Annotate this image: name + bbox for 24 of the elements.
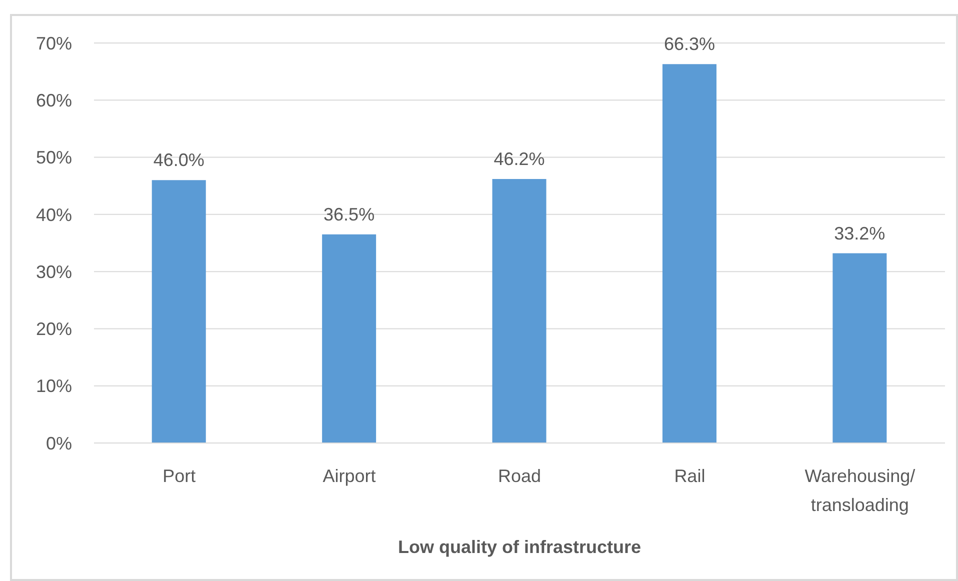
data-label: 66.3% xyxy=(664,34,715,54)
y-tick-label: 50% xyxy=(36,148,72,168)
x-tick-label: Road xyxy=(498,466,542,486)
x-tick-label: Rail xyxy=(674,466,706,486)
y-tick-label: 20% xyxy=(36,319,72,340)
x-tick-label: Airport xyxy=(322,466,376,486)
data-label: 46.2% xyxy=(494,149,545,169)
data-label: 46.0% xyxy=(153,150,204,170)
y-tick-label: 0% xyxy=(46,433,72,454)
y-tick-label: 60% xyxy=(36,90,72,111)
x-tick-label: Port xyxy=(162,466,196,486)
y-tick-label: 30% xyxy=(36,262,72,282)
bar xyxy=(152,180,206,443)
bar xyxy=(322,234,376,443)
bar xyxy=(492,179,546,443)
x-axis-title: Low quality of infrastructure xyxy=(398,537,642,557)
data-label: 36.5% xyxy=(324,204,375,224)
x-tick-label: Warehousing/transloading xyxy=(804,466,916,515)
bar xyxy=(662,64,716,443)
data-label: 33.2% xyxy=(834,223,886,244)
y-tick-label: 70% xyxy=(36,33,72,54)
y-tick-label: 40% xyxy=(36,204,72,225)
bar xyxy=(832,253,887,443)
y-tick-label: 10% xyxy=(36,376,72,396)
